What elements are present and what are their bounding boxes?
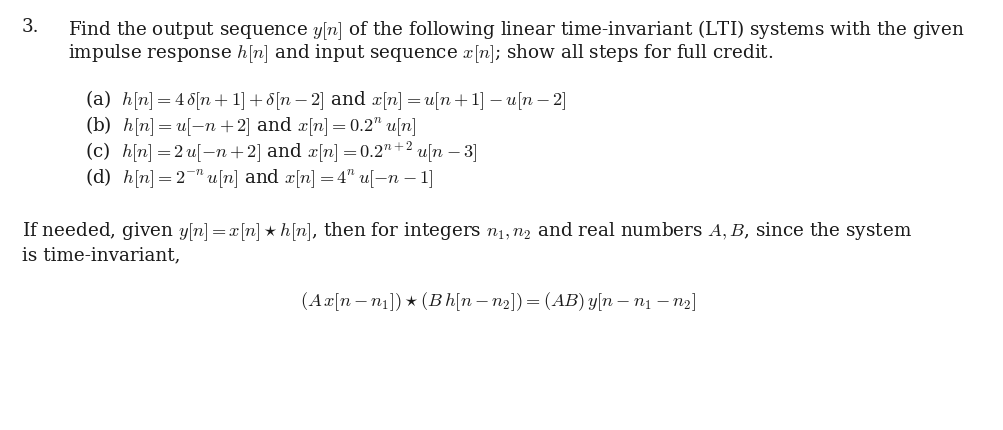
- Text: If needed, given $y[n] = x[n] \star h[n]$, then for integers $n_1, n_2$ and real: If needed, given $y[n] = x[n] \star h[n]…: [22, 220, 911, 243]
- Text: 3.: 3.: [22, 18, 39, 36]
- Text: (c)  $h[n] = 2\,u[-n+2]$ and $x[n] = 0.2^{n+2}\,u[n-3]$: (c) $h[n] = 2\,u[-n+2]$ and $x[n] = 0.2^…: [85, 140, 477, 165]
- Text: impulse response $h[n]$ and input sequence $x[n]$; show all steps for full credi: impulse response $h[n]$ and input sequen…: [68, 42, 772, 65]
- Text: is time-invariant,: is time-invariant,: [22, 246, 181, 264]
- Text: (d)  $h[n] = 2^{-n}\,u[n]$ and $x[n] = 4^n\,u[-n-1]$: (d) $h[n] = 2^{-n}\,u[n]$ and $x[n] = 4^…: [85, 166, 433, 190]
- Text: Find the output sequence $y[n]$ of the following linear time-invariant (LTI) sys: Find the output sequence $y[n]$ of the f…: [68, 18, 964, 42]
- Text: (b)  $h[n] = u[-n+2]$ and $x[n] = 0.2^n\,u[n]$: (b) $h[n] = u[-n+2]$ and $x[n] = 0.2^n\,…: [85, 114, 416, 138]
- Text: $(A\,x[n-n_1]) \star (B\,h[n-n_2]) = (AB)\,y[n - n_1 - n_2]$: $(A\,x[n-n_1]) \star (B\,h[n-n_2]) = (AB…: [300, 290, 695, 313]
- Text: (a)  $h[n] = 4\,\delta[n+1] + \delta[n-2]$ and $x[n] = u[n+1] - u[n-2]$: (a) $h[n] = 4\,\delta[n+1] + \delta[n-2]…: [85, 88, 567, 112]
